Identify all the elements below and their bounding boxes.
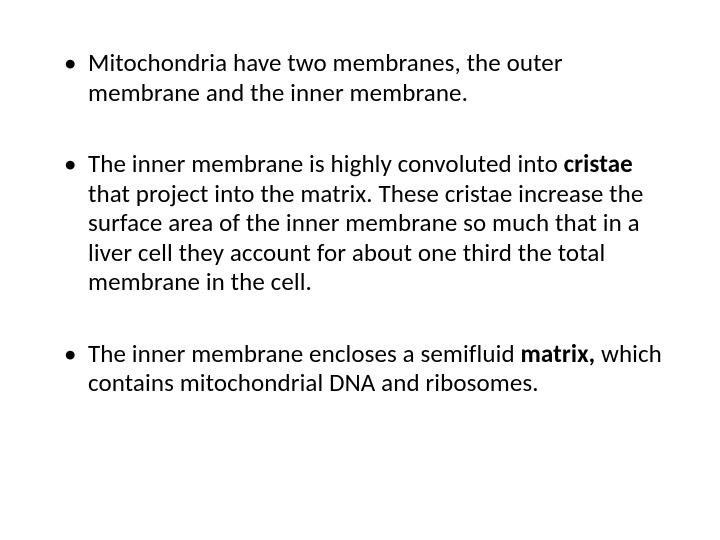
bullet-text: The inner membrane is highly convoluted …: [88, 148, 564, 179]
bullet-text-bold: cristae: [564, 148, 633, 179]
bullet-text: that project into the matrix. These cris…: [88, 178, 643, 298]
bullet-text: The inner membrane encloses a semifluid: [88, 338, 520, 369]
bullet-item: The inner membrane is highly convoluted …: [58, 149, 662, 297]
bullet-item: Mitochondria have two membranes, the out…: [58, 48, 662, 107]
slide: Mitochondria have two membranes, the out…: [0, 0, 720, 540]
bullet-text-bold: matrix,: [520, 338, 595, 369]
bullet-item: The inner membrane encloses a semifluid …: [58, 339, 662, 398]
bullet-text: Mitochondria have two membranes, the out…: [88, 47, 563, 108]
bullet-list: Mitochondria have two membranes, the out…: [58, 48, 662, 398]
